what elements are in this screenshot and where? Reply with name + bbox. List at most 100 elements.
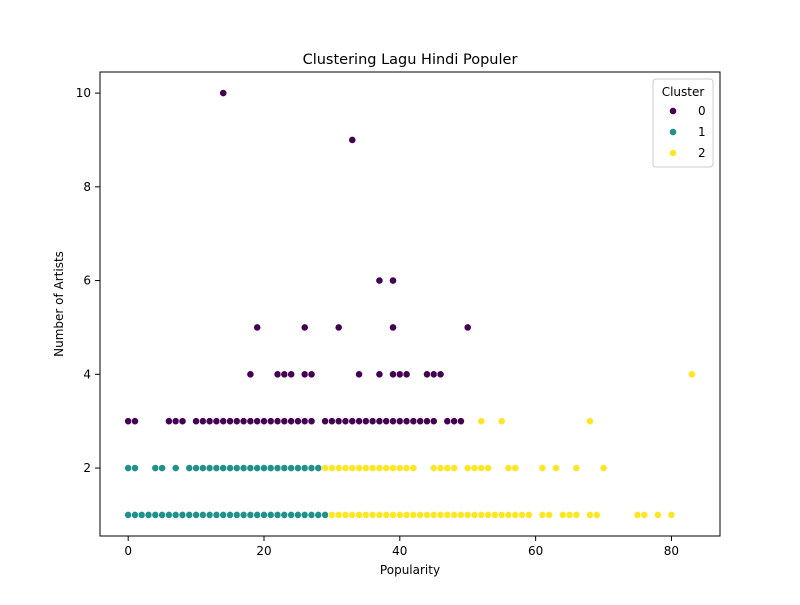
y-axis: 2 4 6 8 10 xyxy=(76,86,100,475)
cluster-2-point xyxy=(653,511,662,519)
cluster-0-point xyxy=(361,417,370,426)
x-tick-label: 20 xyxy=(256,544,271,558)
cluster-2-point xyxy=(490,511,499,519)
cluster-1-point xyxy=(205,464,214,472)
cluster-2-point xyxy=(504,464,513,472)
cluster-2-point xyxy=(497,511,506,519)
cluster-2-point xyxy=(565,511,574,519)
cluster-0-point xyxy=(280,417,289,426)
cluster-1-point xyxy=(253,511,262,519)
cluster-1-point xyxy=(300,464,309,472)
cluster-1-point xyxy=(185,511,194,519)
cluster-1-point xyxy=(314,464,323,472)
cluster-2-point xyxy=(457,511,465,519)
cluster-0-point xyxy=(287,417,296,426)
cluster-0-point xyxy=(375,417,384,426)
cluster-2-point xyxy=(552,464,560,472)
legend-marker-2 xyxy=(669,149,677,157)
cluster-1-point xyxy=(198,464,207,472)
cluster-2-point xyxy=(423,511,431,519)
cluster-0-point xyxy=(226,417,234,426)
cluster-2-point xyxy=(429,511,438,519)
cluster-0-point xyxy=(341,417,350,426)
cluster-0-point xyxy=(334,417,343,426)
cluster-2-point xyxy=(368,464,377,472)
cluster-2-point xyxy=(592,511,601,519)
cluster-2-point xyxy=(538,464,547,472)
cluster-2-point xyxy=(477,511,486,519)
cluster-1-point xyxy=(131,464,139,472)
cluster-2-point xyxy=(572,464,581,472)
cluster-1-point xyxy=(273,511,282,519)
legend-marker-0 xyxy=(669,107,677,115)
cluster-2-point xyxy=(524,511,533,519)
cluster-1-point xyxy=(124,464,133,472)
chart-title: Clustering Lagu Hindi Populer xyxy=(303,52,518,68)
cluster-2-point xyxy=(402,464,411,472)
legend: Cluster 0 1 2 xyxy=(652,78,714,168)
cluster-0-point xyxy=(429,370,438,379)
cluster-1-point xyxy=(260,464,268,472)
legend-title: Cluster xyxy=(662,85,705,99)
cluster-1-point xyxy=(287,511,296,519)
x-axis-title: Popularity xyxy=(380,563,440,577)
cluster-1-point xyxy=(232,511,241,519)
cluster-1-point xyxy=(232,464,241,472)
cluster-2-point xyxy=(429,464,438,472)
cluster-2-point xyxy=(477,417,486,426)
cluster-2-point xyxy=(382,511,391,519)
cluster-1-point xyxy=(253,464,262,472)
legend-box xyxy=(652,78,714,168)
cluster-2-point xyxy=(409,511,418,519)
cluster-1-point xyxy=(219,511,228,519)
cluster-2-point xyxy=(687,370,696,379)
cluster-1-point xyxy=(307,511,316,519)
x-tick-label: 40 xyxy=(392,544,407,558)
cluster-1-point xyxy=(178,511,187,519)
cluster-1-point xyxy=(246,511,255,519)
cluster-0-point xyxy=(463,323,472,332)
cluster-0-point xyxy=(382,417,391,426)
cluster-1-point xyxy=(124,511,133,519)
cluster-0-point xyxy=(219,417,228,426)
cluster-2-point xyxy=(484,511,492,519)
cluster-2-point xyxy=(443,511,452,519)
cluster-2-point xyxy=(633,511,642,519)
y-axis-title: Number of Artists xyxy=(52,251,66,357)
cluster-2-point xyxy=(586,511,594,519)
cluster-1-point xyxy=(280,464,289,472)
legend-entries: 0 1 2 xyxy=(669,104,706,160)
cluster-2-point xyxy=(586,417,594,426)
cluster-2-point xyxy=(361,511,370,519)
cluster-0-point xyxy=(246,370,255,379)
cluster-0-point xyxy=(260,417,268,426)
cluster-2-point xyxy=(511,511,520,519)
cluster-0-point xyxy=(205,417,214,426)
cluster-2-point xyxy=(409,464,418,472)
cluster-0-point xyxy=(165,417,173,426)
cluster-2-point xyxy=(599,464,608,472)
cluster-0-point xyxy=(300,323,309,332)
legend-label-1: 1 xyxy=(698,125,706,139)
cluster-0-point xyxy=(389,276,397,285)
cluster-2-point xyxy=(395,464,404,472)
cluster-1-point xyxy=(212,464,221,472)
cluster-0-point xyxy=(300,417,309,426)
cluster-2-point xyxy=(497,417,506,426)
cluster-1-point xyxy=(273,464,282,472)
cluster-2-point xyxy=(511,464,520,472)
cluster-0-point xyxy=(395,417,404,426)
cluster-0-point xyxy=(212,417,221,426)
cluster-0-point xyxy=(355,417,363,426)
cluster-1-point xyxy=(192,511,200,519)
cluster-0-point xyxy=(300,370,309,379)
cluster-0-point xyxy=(328,417,336,426)
cluster-1-point xyxy=(165,511,173,519)
x-axis: 0 20 40 60 80 xyxy=(124,536,679,558)
cluster-0-point xyxy=(192,417,200,426)
y-tick-label: 8 xyxy=(83,180,91,194)
cluster-1-point xyxy=(300,511,309,519)
cluster-1-point xyxy=(158,511,167,519)
cluster-0-point xyxy=(443,417,452,426)
cluster-0-point xyxy=(239,417,248,426)
